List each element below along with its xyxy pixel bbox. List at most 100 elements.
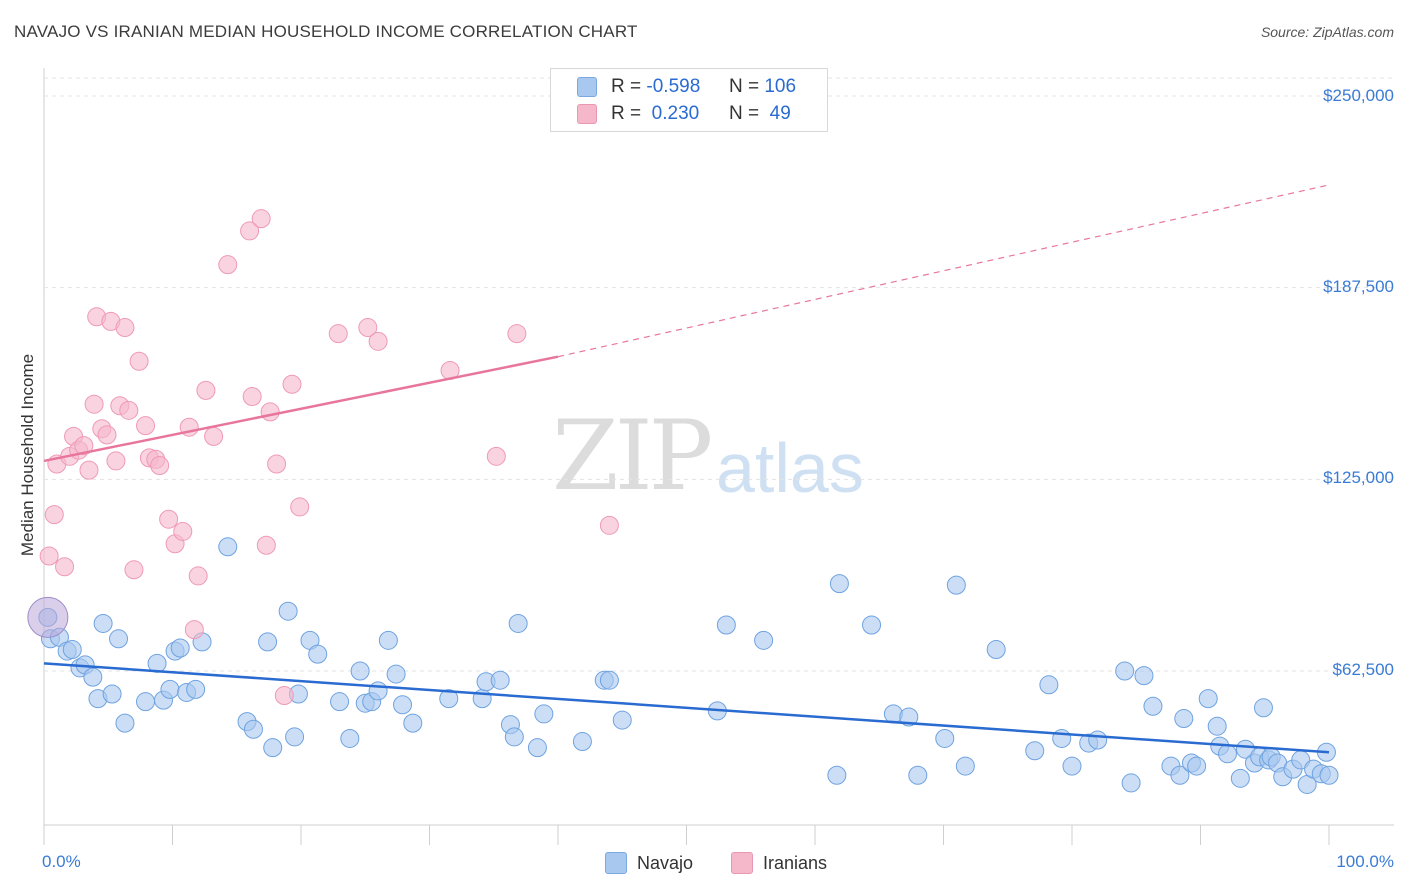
navajo-point [218, 537, 238, 557]
iranians-point [124, 560, 144, 580]
navajo-point [1319, 765, 1339, 785]
y-axis-label: Median Household Income [18, 353, 37, 557]
navajo-point [62, 640, 82, 660]
navajo-point [330, 692, 350, 712]
iranians-point [136, 416, 156, 436]
navajo-point [527, 738, 547, 758]
navajo-swatch [577, 77, 597, 97]
y-tick-187500: $187,500 [1323, 277, 1394, 296]
navajo-point [403, 713, 423, 733]
iranians-point [599, 515, 619, 535]
navajo-point [1174, 709, 1194, 729]
navajo-point [170, 638, 190, 658]
navajo-point [340, 728, 360, 748]
legend-row-iranians: R = 0.230 N = 49 [577, 102, 791, 126]
bottom-iranians-swatch [731, 852, 753, 874]
iranians-point [290, 497, 310, 517]
iranians-point [184, 620, 204, 640]
navajo-point [109, 629, 129, 649]
navajo-point [754, 630, 774, 650]
iranians-point [188, 566, 208, 586]
navajo-point [439, 689, 459, 709]
navajo-point [243, 719, 263, 739]
navajo-point [102, 684, 122, 704]
navajo-point [93, 613, 113, 633]
iranians-point [115, 318, 135, 338]
iranians-point [256, 535, 276, 555]
iranians-point [267, 454, 287, 474]
navajo-r-value: -0.598 [646, 76, 701, 97]
chart-title: NAVAJO VS IRANIAN MEDIAN HOUSEHOLD INCOM… [14, 22, 638, 41]
bottom-legend-navajo: Navajo [605, 852, 693, 874]
iranians-point [97, 425, 117, 445]
navajo-point [393, 695, 413, 715]
navajo-point [1230, 768, 1250, 788]
iranians-point [173, 521, 193, 541]
iranians-point [204, 426, 224, 446]
iranians-point [328, 324, 348, 344]
navajo-point [612, 710, 632, 730]
legend-row-navajo: R = -0.598 N = 106 [577, 75, 796, 99]
navajo-point [1198, 689, 1218, 709]
navajo-point [278, 601, 298, 621]
iranians-trend-extension [557, 184, 1330, 358]
navajo-point [955, 756, 975, 776]
navajo-point [1025, 741, 1045, 761]
navajo-point [378, 630, 398, 650]
iranians-point [159, 509, 179, 529]
navajo-point [935, 728, 955, 748]
navajo-point [285, 727, 305, 747]
iranians-point [44, 505, 64, 525]
navajo-point [258, 632, 278, 652]
navajo-point [1121, 773, 1141, 793]
iranians-n-value: 49 [764, 103, 791, 124]
navajo-point [1143, 696, 1163, 716]
navajo-point [716, 615, 736, 635]
navajo-point [386, 664, 406, 684]
iranians-point [358, 318, 378, 338]
navajo-point [1088, 730, 1108, 750]
iranians-trend-line [43, 355, 559, 463]
navajo-trend-line [43, 662, 1330, 754]
navajo-point [186, 679, 206, 699]
iranians-n-label: N = [728, 103, 760, 124]
iranians-r-label: R = [611, 103, 642, 124]
bottom-navajo-swatch [605, 852, 627, 874]
navajo-n-value: 106 [764, 76, 797, 97]
navajo-r-label: R = [611, 76, 642, 97]
navajo-point [83, 667, 103, 687]
navajo-point [490, 670, 510, 690]
navajo-point [115, 713, 135, 733]
navajo-point [1115, 661, 1135, 681]
navajo-point [572, 732, 592, 752]
navajo-point [1187, 756, 1207, 776]
navajo-point [946, 575, 966, 595]
navajo-point [827, 765, 847, 785]
iranians-point [129, 351, 149, 371]
navajo-point [899, 707, 919, 727]
navajo-point-large [27, 596, 69, 638]
iranians-point [218, 255, 238, 275]
navajo-point [862, 615, 882, 635]
iranians-point [274, 686, 294, 706]
iranians-point [368, 331, 388, 351]
iranians-r-value: 0.230 [646, 103, 700, 124]
iranians-point [106, 451, 126, 471]
iranians-point [79, 460, 99, 480]
navajo-point [1217, 744, 1237, 764]
navajo-point [160, 679, 180, 699]
watermark-atlas: atlas [716, 429, 864, 507]
iranians-point [55, 557, 75, 577]
iranians-swatch [577, 104, 597, 124]
x-tick-min: 0.0% [42, 852, 81, 871]
iranians-point [39, 546, 59, 566]
navajo-point [1039, 675, 1059, 695]
iranians-point [486, 446, 506, 466]
navajo-point [1062, 756, 1082, 776]
iranians-point [242, 387, 262, 407]
bottom-legend-iranians: Iranians [731, 852, 827, 874]
navajo-point [350, 661, 370, 681]
navajo-point [368, 681, 388, 701]
navajo-point [599, 670, 619, 690]
